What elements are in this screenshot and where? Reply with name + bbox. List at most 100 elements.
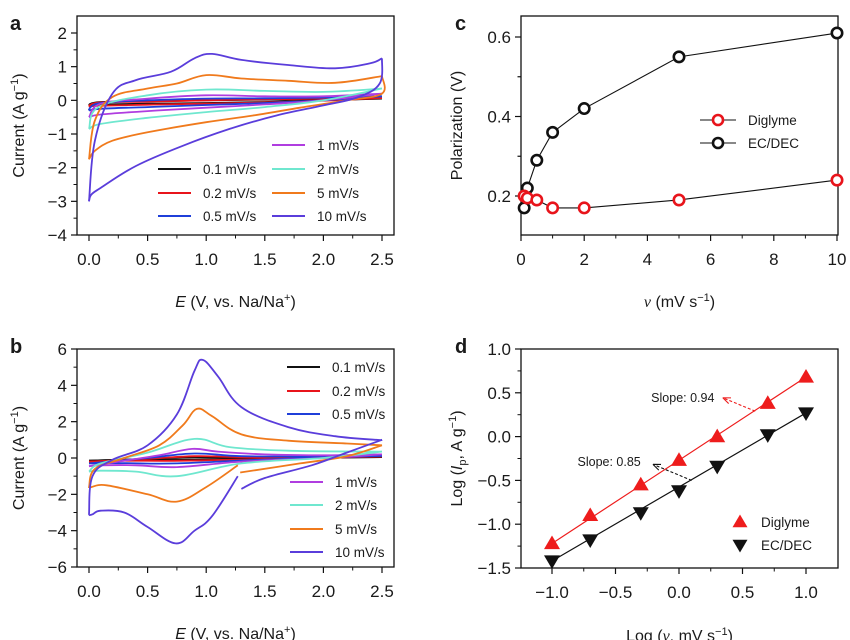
y-tick-label: 0 (58, 449, 67, 468)
cv-curve-cathodic2 (88, 475, 239, 545)
legend-label: 1 mV/s (317, 138, 359, 153)
panel-label: b (10, 336, 22, 358)
legend-item: EC/DEC (700, 136, 799, 151)
data-point (671, 452, 687, 466)
x-tick-label: 6 (706, 250, 715, 269)
y-tick-label: 6 (58, 340, 67, 359)
data-point (577, 102, 591, 116)
x-tick-label: 1.0 (794, 583, 818, 602)
legend-swatch-marker (732, 539, 748, 553)
cv-curve-anodic (88, 74, 383, 160)
cv-curve-cathodic (241, 438, 383, 490)
legend-label: 0.2 mV/s (332, 384, 386, 399)
legend-a: 0.1 mV/s 0.2 mV/s 0.5 mV/s 1 mV/s 2 mV/s 5 mV… (158, 138, 367, 224)
legend-item: 0.5 mV/s (287, 407, 386, 422)
x-tick-label: 1.5 (253, 250, 277, 269)
panel-a: a 0.0 0.5 1.0 1.5 2.0 2.5 −4 −3 −2 −1 0 1 2 E (V, vs. … (9, 13, 395, 311)
data-point (672, 50, 686, 64)
series-Diglyme (517, 173, 844, 215)
x-axis-label: E (V, vs. Na/Na+) (175, 624, 296, 640)
legend-item: 1 mV/s (290, 475, 377, 490)
x-tick-label: 1.0 (194, 582, 218, 601)
panel-c: c 0 2 4 6 8 10 0.2 0.4 0.6 Diglyme EC/DEC v (mV s−1)… (449, 13, 846, 311)
plot-frame (76, 15, 395, 236)
legend-label: 0.1 mV/s (332, 360, 386, 375)
legend-item: Diglyme (700, 113, 797, 128)
series-5-mV-s (88, 74, 386, 160)
cv-curve-anodic (88, 447, 383, 468)
x-axis-label: v (mV s−1) (644, 292, 715, 311)
legend-item: 5 mV/s (272, 186, 359, 201)
x-tick-label: −1.0 (535, 583, 569, 602)
legend-item: Diglyme (732, 514, 810, 530)
data-point (759, 429, 776, 443)
series-10-mV-s (88, 52, 384, 202)
legend-label: 10 mV/s (335, 545, 385, 560)
cv-curve-cathodic (88, 87, 383, 130)
y-tick-label: 2 (58, 24, 67, 43)
cv-curve-anodic (88, 92, 383, 118)
legend-item: 0.2 mV/s (287, 384, 386, 399)
legend-item: 1 mV/s (272, 138, 359, 153)
data-point (672, 193, 686, 207)
legend-label: Diglyme (748, 113, 797, 128)
x-axis-label: E (V, vs. Na/Na+) (175, 292, 296, 311)
legend-label: EC/DEC (761, 538, 812, 553)
x-tick-label: 1.5 (253, 582, 277, 601)
x-tick-label: 4 (643, 250, 652, 269)
x-tick-label: 0 (516, 250, 525, 269)
y-tick-label: −1 (48, 125, 67, 144)
cv-curve-anodic (88, 87, 383, 130)
x-tick-label: 0.5 (136, 250, 160, 269)
legend-label: Diglyme (761, 515, 810, 530)
data-point (798, 407, 814, 421)
legend-b: 0.1 mV/s 0.2 mV/s 0.5 mV/s 1 mV/s 2 mV/s 5 mV… (287, 360, 386, 560)
y-tick-label: 4 (58, 376, 67, 395)
legend-item: 2 mV/s (272, 162, 359, 177)
annotation-text: Slope: 0.94 (651, 391, 714, 405)
data-point (544, 555, 560, 569)
data-point (759, 395, 776, 409)
panel-label: d (455, 336, 467, 358)
legend-d: Diglyme EC/DEC (732, 514, 812, 553)
x-tick-label: 0.5 (731, 583, 755, 602)
y-tick-label: −0.5 (477, 471, 511, 490)
series-Diglyme (544, 369, 814, 550)
legend-label: 0.5 mV/s (203, 209, 257, 224)
y-tick-label: 0 (58, 91, 67, 110)
x-tick-label: 2 (579, 250, 588, 269)
cv-curve-anodic (88, 407, 383, 488)
annotation-arrow (723, 398, 756, 412)
y-axis-label: Current (A g−1) (9, 406, 28, 510)
series-EC-DEC (544, 407, 814, 569)
panel-d: d −1.0 −0.5 0.0 0.5 1.0 −1.5 −1.0 −0.5 0.0 0.5 1.0 S… (447, 336, 839, 640)
data-point (632, 476, 649, 491)
data-point (830, 26, 844, 40)
data-point (798, 369, 814, 383)
legend-label: 2 mV/s (317, 162, 359, 177)
legend-item: 10 mV/s (290, 545, 385, 560)
legend-item: 0.1 mV/s (158, 162, 257, 177)
x-tick-label: −0.5 (599, 583, 633, 602)
legend-item: EC/DEC (732, 538, 812, 553)
y-axis-label: Polarization (V) (449, 71, 466, 180)
legend-label: 5 mV/s (317, 186, 359, 201)
y-tick-label: −6 (48, 558, 67, 577)
y-tick-label: −4 (48, 226, 67, 245)
series-2-mV-s (88, 437, 383, 478)
x-tick-label: 2.0 (312, 582, 336, 601)
data-point (546, 201, 560, 215)
legend-item: 0.5 mV/s (158, 209, 257, 224)
cv-curve-cathodic2 (88, 464, 239, 503)
legend-label: 1 mV/s (335, 475, 377, 490)
x-tick-label: 8 (769, 250, 778, 269)
x-tick-label: 0.0 (667, 583, 691, 602)
y-tick-label: −1.5 (477, 559, 511, 578)
data-point (830, 173, 844, 187)
cv-curve-cathodic (88, 450, 383, 478)
x-tick-label: 1.0 (194, 250, 218, 269)
annotation-arrow (654, 465, 692, 481)
annotation-text: Slope: 0.85 (578, 455, 641, 469)
x-tick-label: 2.0 (312, 250, 336, 269)
